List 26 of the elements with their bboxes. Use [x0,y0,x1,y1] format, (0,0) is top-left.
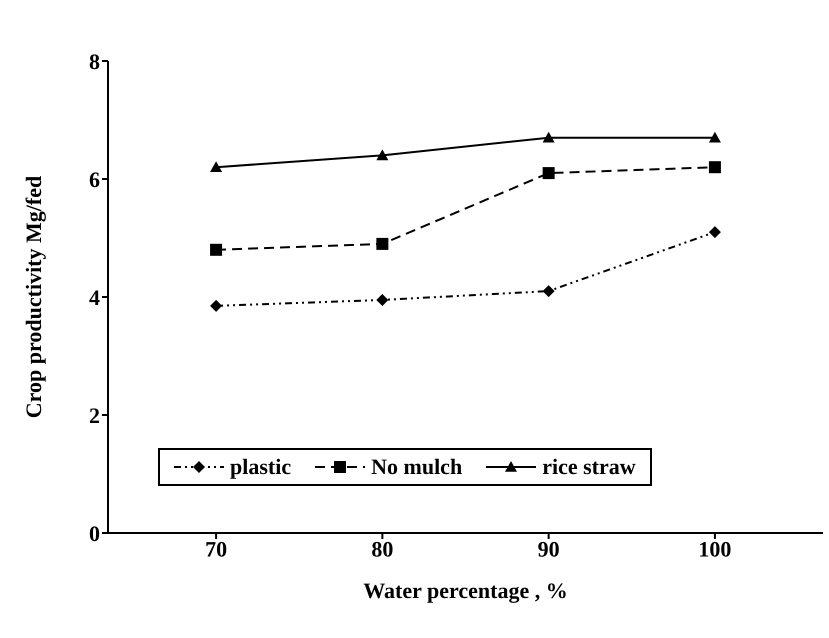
legend-label: rice straw [542,454,636,480]
point [542,132,555,142]
point [376,294,388,306]
x-tick-label: 70 [205,536,228,562]
legend-label: No mulch [371,454,462,480]
x-axis-title: Water percentage , % [363,578,568,603]
point [210,244,222,256]
x-tick-label: 100 [698,536,732,562]
point [542,285,555,298]
y-tick-label: 6 [89,166,100,192]
y-tick-label: 0 [89,520,100,546]
x-tick-label: 80 [371,536,394,562]
point [210,161,222,172]
x-tick-label: 90 [538,536,560,562]
point [542,167,555,180]
point [376,149,388,160]
point [210,300,222,312]
y-tick-label: 4 [89,284,100,310]
legend-label: plastic [230,454,292,480]
y-tick-label: 2 [89,402,100,428]
y-tick-label: 8 [89,48,100,74]
point [708,226,721,238]
point [708,161,721,174]
point [708,132,721,142]
y-axis-title: Crop productivity Mg/fed [20,176,46,418]
point [376,238,388,250]
